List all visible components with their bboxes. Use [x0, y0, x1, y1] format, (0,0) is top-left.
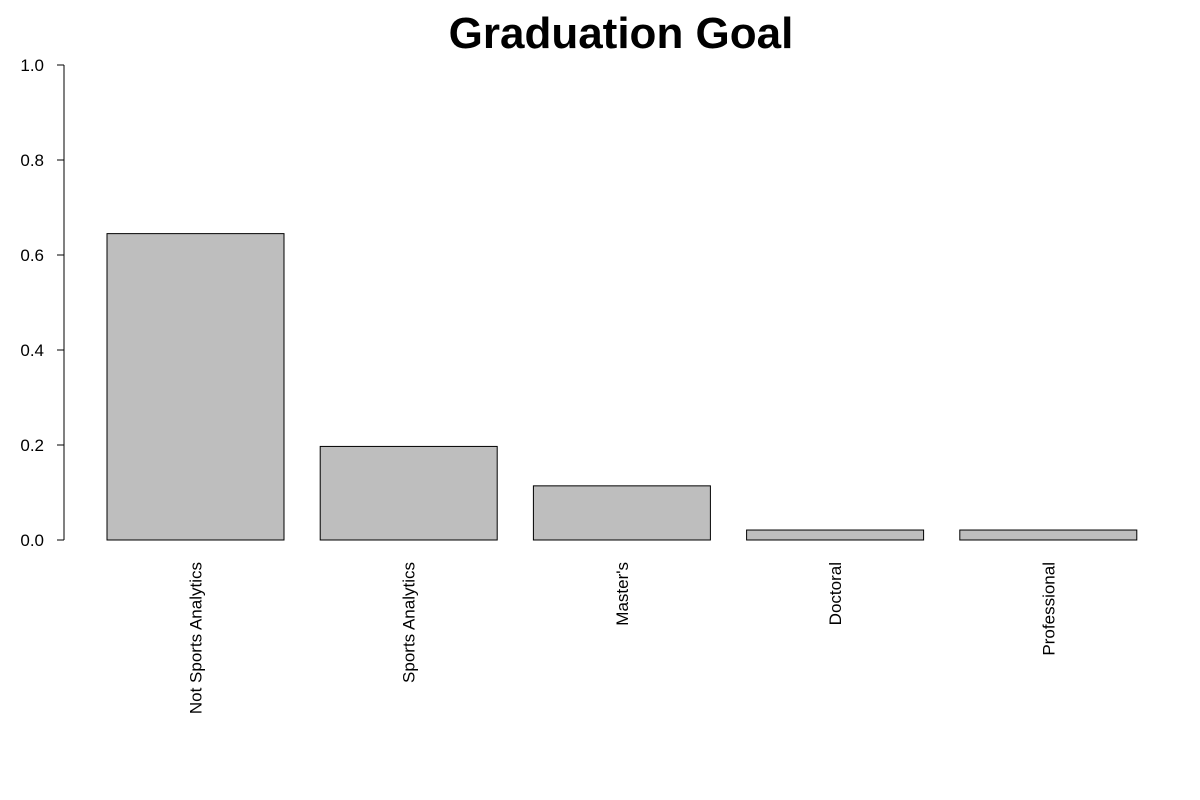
category-label: Sports Analytics — [400, 562, 419, 683]
bar — [746, 529, 925, 541]
bar — [319, 445, 498, 541]
y-tick-label: 1.0 — [20, 56, 44, 75]
bars — [106, 233, 1138, 541]
y-tick-label: 0.6 — [20, 246, 44, 265]
category-label: Professional — [1039, 562, 1058, 656]
y-tick-label: 0.8 — [20, 151, 44, 170]
category-label: Master's — [613, 562, 632, 626]
category-label: Not Sports Analytics — [187, 562, 206, 714]
y-axis: 0.0 0.2 0.4 0.6 0.8 1.0 — [20, 56, 65, 550]
y-tick-label: 0.0 — [20, 531, 44, 550]
bar — [532, 485, 711, 541]
category-labels: Not Sports Analytics Sports Analytics Mast… — [187, 562, 1059, 714]
bar — [106, 233, 285, 541]
y-tick-label: 0.4 — [20, 341, 44, 360]
bar — [959, 529, 1138, 541]
chart-title: Graduation Goal — [449, 9, 794, 58]
category-label: Doctoral — [826, 562, 845, 625]
y-tick-label: 0.2 — [20, 436, 44, 455]
